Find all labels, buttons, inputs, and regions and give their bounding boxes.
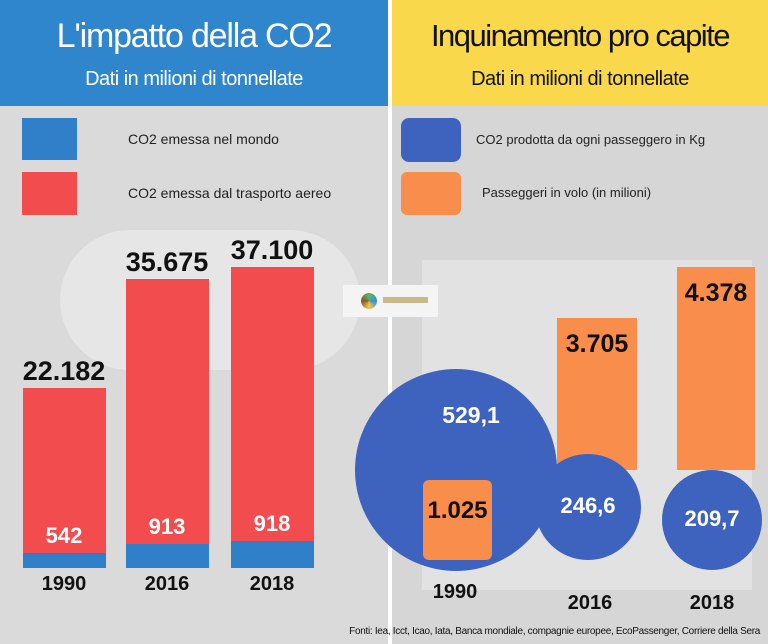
left-title: L'impatto della CO2 bbox=[56, 17, 333, 55]
value-label: 35.675 bbox=[125, 246, 209, 277]
circle-per-passenger bbox=[662, 470, 762, 570]
legend-swatch-world bbox=[22, 118, 77, 160]
legend-label-world: CO2 emessa nel mondo bbox=[128, 131, 279, 147]
inner-value-label: 913 bbox=[148, 514, 186, 539]
legend-swatch-passengers bbox=[401, 172, 461, 215]
bar-passengers bbox=[423, 480, 492, 560]
panel-divider bbox=[388, 0, 392, 644]
left-header: L'impatto della CO2 Dati in milioni di t… bbox=[0, 0, 388, 106]
value-label: 37.100 bbox=[230, 235, 314, 265]
value-label-per-passenger: 209,7 bbox=[684, 506, 740, 531]
circle-per-passenger bbox=[535, 454, 641, 560]
legend-label-passengers: Passeggeri in volo (in milioni) bbox=[482, 185, 652, 200]
inner-value-label: 918 bbox=[253, 511, 291, 536]
value-label-passengers: 3.705 bbox=[565, 330, 629, 358]
legend-label-per-passenger: CO2 prodotta da ogni passeggero in Kg bbox=[476, 132, 706, 147]
bar-air-total bbox=[231, 267, 314, 568]
logo bbox=[343, 285, 438, 317]
bar-world-segment bbox=[231, 541, 314, 568]
year-label: 2018 bbox=[689, 592, 735, 614]
value-label-per-passenger: 246,6 bbox=[560, 493, 616, 518]
legend-label-air: CO2 emessa dal trasporto aereo bbox=[128, 185, 332, 201]
value-label: 22.182 bbox=[22, 356, 106, 387]
bar-air-total bbox=[126, 278, 209, 568]
inner-value-label: 542 bbox=[45, 523, 83, 548]
legend-swatch-per-passenger bbox=[401, 118, 461, 162]
right-header: Inquinamento pro capite Dati in milioni … bbox=[392, 0, 768, 106]
left-panel: L'impatto della CO2 Dati in milioni di t… bbox=[0, 0, 388, 595]
left-subtitle: Dati in milioni di tonnellate bbox=[85, 68, 303, 90]
bar-passengers bbox=[677, 267, 755, 470]
value-label-per-passenger: 529,1 bbox=[442, 402, 500, 428]
year-label: 2016 bbox=[144, 573, 190, 595]
year-label: 1990 bbox=[432, 581, 478, 603]
bar-air-total bbox=[23, 388, 106, 568]
legend-swatch-air bbox=[22, 172, 77, 215]
bar-passengers bbox=[557, 318, 637, 470]
year-label: 2016 bbox=[567, 592, 613, 614]
right-title: Inquinamento pro capite bbox=[430, 18, 731, 53]
bar-world-segment bbox=[126, 544, 209, 568]
value-label-passengers: 4.378 bbox=[684, 279, 748, 307]
year-label: 1990 bbox=[41, 573, 87, 595]
logo-icon bbox=[361, 293, 377, 309]
right-subtitle: Dati in milioni di tonnellate bbox=[471, 68, 689, 90]
logo-wordmark bbox=[383, 297, 428, 303]
footer-sources: Fonti: Iea, Icct, Icao, Iata, Banca mond… bbox=[349, 626, 760, 637]
bar-world-segment bbox=[23, 553, 106, 568]
value-label-passengers: 1.025 bbox=[427, 497, 488, 524]
year-label: 2018 bbox=[249, 573, 295, 595]
